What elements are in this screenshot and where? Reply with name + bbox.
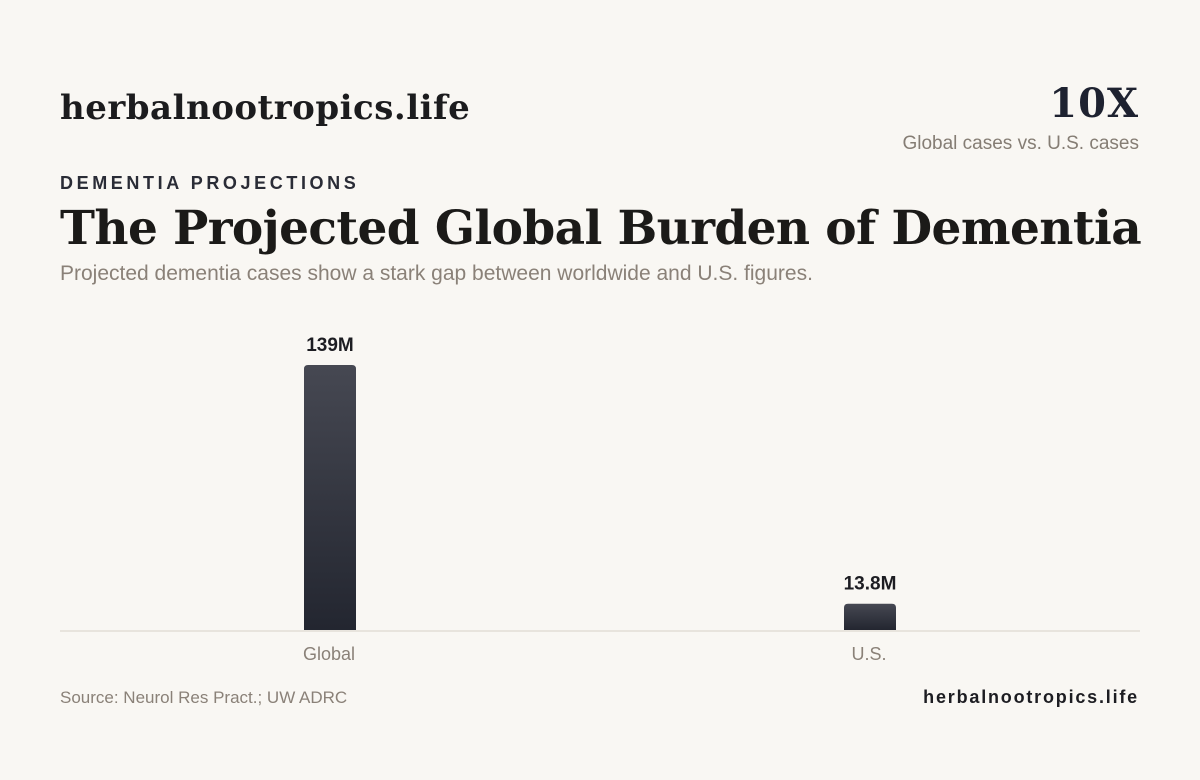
category-label-u-s: U.S. [851,644,886,664]
bar-u-s [844,603,896,630]
category-label-global: Global [303,644,355,664]
bar-global [304,365,356,630]
value-label-u-s: 13.8M [844,574,897,595]
stat-caption: Global cases vs. U.S. cases [902,133,1139,154]
chart-subtitle: Projected dementia cases show a stark ga… [60,262,813,285]
eyebrow-label: DEMENTIA PROJECTIONS [60,173,360,193]
value-label-global: 139M [306,335,354,356]
footer-brand: herbalnootropics.life [923,687,1139,707]
brand-logo-text: herbalnootropics.life [60,88,471,128]
source-note: Source: Neurol Res Pract.; UW ADRC [60,688,348,707]
headline-stat: 10X Global cases vs. U.S. cases [902,82,1139,156]
stat-value: 10X [1049,80,1139,127]
chart-title: The Projected Global Burden of Dementia [60,201,1142,256]
bars-group: 139M Global 13.8M U.S. [303,335,896,664]
